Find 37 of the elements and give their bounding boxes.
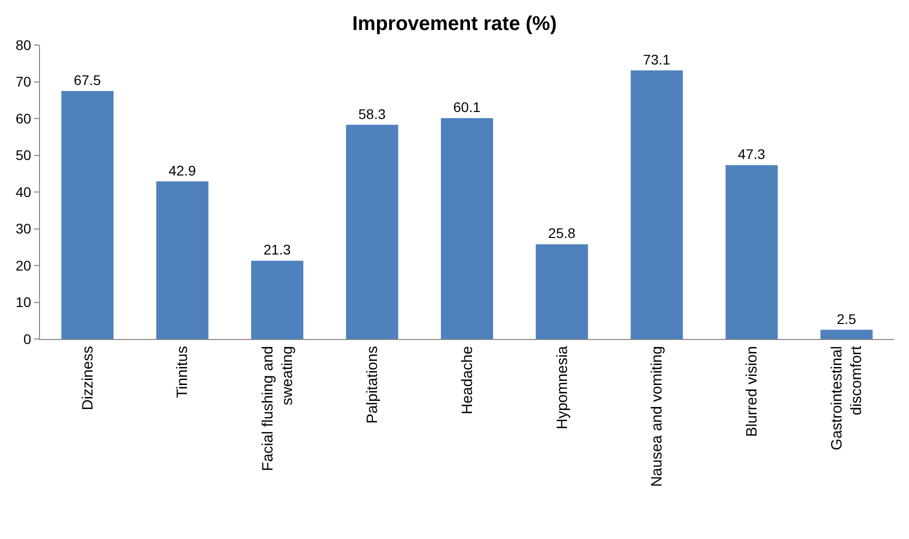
bar	[156, 181, 208, 339]
data-label: 25.8	[548, 225, 576, 242]
x-tick-label: Tinnitus	[174, 346, 192, 398]
x-tick-label: Nausea and vomiting	[648, 346, 666, 487]
y-tick-label: 0	[23, 330, 32, 347]
data-label: 60.1	[453, 99, 481, 116]
bar	[346, 124, 398, 339]
data-label: 67.5	[74, 72, 102, 88]
bar	[440, 118, 494, 339]
bar	[630, 70, 683, 339]
x-tick-label: Facial flushing and sweating	[259, 346, 296, 472]
x-tick-label: Gastrointestinal discomfort	[828, 345, 866, 450]
data-label: 58.3	[358, 106, 386, 122]
y-tick-label: 30	[16, 220, 32, 237]
chart-title: Improvement rate (%)	[352, 13, 557, 36]
data-label: 21.3	[263, 242, 291, 258]
y-tick-label: 50	[16, 147, 32, 164]
x-tick-label: Headache	[458, 346, 476, 414]
x-tick-label: Dizziness	[79, 346, 96, 410]
y-tick-label: 80	[16, 36, 32, 53]
data-label: 73.1	[643, 51, 671, 68]
bar	[251, 260, 304, 339]
y-tick-label: 20	[16, 257, 32, 274]
x-tick-label: Blurred vision	[744, 346, 761, 437]
bar	[726, 165, 778, 339]
y-tick-label: 60	[16, 110, 32, 126]
data-label: 2.5	[836, 310, 856, 327]
bar	[820, 330, 873, 339]
x-tick-label: Palpitations	[364, 346, 381, 424]
bar	[61, 90, 114, 339]
y-tick-label: 10	[16, 294, 32, 310]
data-label: 47.3	[738, 146, 766, 162]
y-tick-label: 70	[16, 74, 32, 90]
x-tick-label: Hypomnesia	[554, 345, 571, 430]
y-tick-label: 40	[16, 184, 32, 200]
bar	[536, 244, 588, 339]
data-label: 42.9	[168, 162, 196, 178]
